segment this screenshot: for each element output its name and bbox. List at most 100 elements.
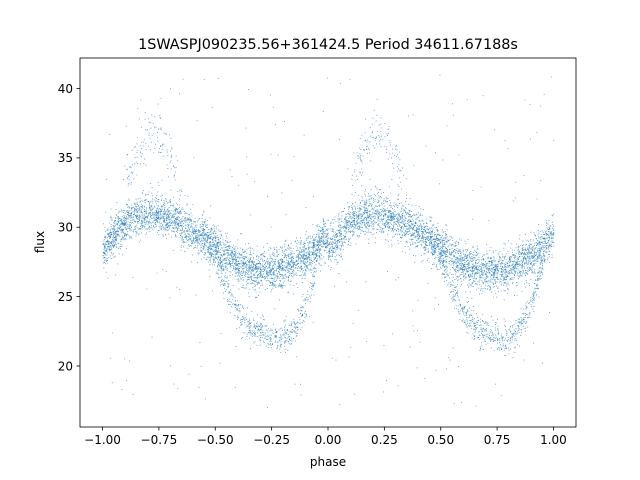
- data-point: [199, 225, 201, 227]
- data-point: [152, 198, 153, 200]
- data-point: [196, 239, 197, 241]
- data-point: [335, 245, 337, 247]
- data-point: [540, 236, 542, 238]
- data-point: [237, 267, 239, 269]
- data-point: [519, 271, 521, 273]
- data-point: [200, 249, 202, 251]
- data-point: [274, 248, 276, 250]
- data-point: [311, 253, 313, 255]
- data-point: [219, 241, 221, 243]
- data-point: [238, 266, 240, 268]
- data-point: [489, 261, 491, 262]
- data-point: [291, 253, 293, 255]
- data-point: [406, 232, 408, 233]
- data-point: [505, 278, 507, 280]
- data-point: [228, 254, 230, 256]
- data-point: [382, 200, 384, 202]
- data-point: [251, 282, 253, 284]
- data-point: [126, 229, 127, 230]
- data-point: [423, 226, 425, 228]
- data-point: [220, 255, 222, 257]
- data-point: [284, 254, 286, 256]
- data-point: [144, 215, 145, 217]
- data-point: [285, 266, 286, 268]
- data-point: [299, 270, 301, 272]
- data-point: [198, 236, 200, 238]
- data-point: [398, 219, 400, 221]
- data-point: [341, 238, 343, 239]
- data-point: [491, 291, 493, 293]
- data-point: [260, 273, 262, 275]
- data-point: [292, 255, 294, 257]
- data-point: [201, 225, 202, 227]
- data-point: [470, 275, 472, 277]
- data-point: [471, 274, 473, 276]
- data-point: [328, 253, 330, 255]
- data-point: [464, 255, 465, 257]
- data-point: [237, 255, 239, 257]
- data-point: [420, 244, 422, 245]
- data-point: [115, 238, 117, 240]
- data-point: [346, 220, 347, 222]
- data-point: [323, 221, 324, 222]
- data-point: [219, 242, 221, 244]
- data-point: [184, 236, 186, 238]
- data-point: [390, 207, 392, 208]
- data-point: [300, 252, 302, 254]
- data-point: [154, 215, 156, 216]
- data-point: [214, 232, 216, 234]
- data-point: [387, 226, 389, 228]
- data-point: [260, 254, 262, 256]
- data-point: [322, 246, 324, 248]
- data-point: [492, 267, 494, 269]
- data-point: [282, 262, 283, 263]
- data-point: [262, 266, 264, 268]
- data-point: [129, 215, 130, 216]
- data-point: [550, 232, 551, 234]
- data-point: [235, 273, 237, 275]
- data-point: [368, 200, 370, 202]
- data-point: [364, 193, 366, 195]
- data-point: [128, 198, 130, 200]
- data-point: [440, 237, 442, 239]
- data-point: [277, 276, 279, 278]
- data-point: [310, 238, 312, 239]
- data-point: [344, 237, 346, 238]
- data-point: [463, 259, 465, 261]
- data-point: [160, 226, 162, 228]
- data-point: [229, 241, 231, 243]
- data-point: [322, 217, 324, 219]
- data-point: [115, 243, 116, 245]
- data-point: [432, 244, 434, 246]
- data-point: [249, 252, 251, 254]
- data-point: [253, 274, 254, 276]
- data-point: [346, 226, 347, 228]
- data-point: [349, 231, 351, 233]
- data-point: [449, 243, 451, 245]
- data-point: [413, 213, 415, 215]
- data-point: [144, 202, 146, 203]
- data-point: [451, 259, 453, 261]
- data-point: [509, 269, 511, 271]
- data-point: [235, 249, 237, 251]
- data-point: [403, 224, 405, 226]
- data-point: [262, 284, 263, 286]
- data-point: [204, 222, 206, 223]
- data-point: [248, 277, 249, 279]
- data-point: [447, 240, 449, 241]
- data-point: [423, 237, 425, 239]
- data-point: [160, 228, 162, 230]
- data-point: [277, 261, 279, 263]
- data-point: [350, 204, 352, 206]
- data-point: [433, 262, 435, 264]
- data-point: [103, 249, 105, 251]
- data-point: [232, 274, 233, 276]
- data-point: [265, 267, 266, 268]
- data-point: [478, 281, 480, 283]
- data-point: [157, 204, 159, 206]
- data-point: [549, 237, 550, 238]
- data-point: [240, 273, 241, 275]
- data-point: [475, 261, 477, 263]
- data-point: [496, 296, 498, 298]
